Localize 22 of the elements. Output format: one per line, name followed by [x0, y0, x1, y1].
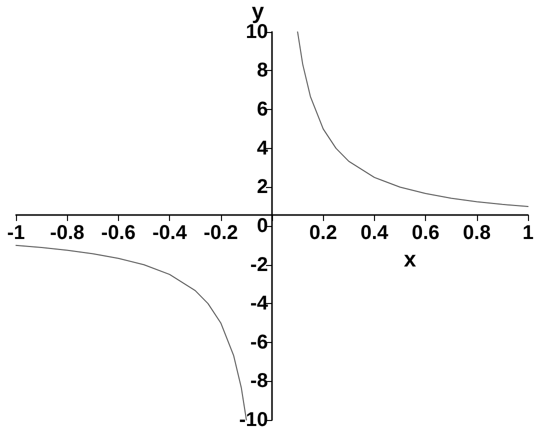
y-tick-label: 6 [256, 98, 268, 121]
y-tick-label: -8 [250, 370, 268, 392]
y-tick-label: -6 [250, 331, 268, 354]
x-tick-label: -0.2 [204, 222, 238, 244]
x-tick-label: -0.6 [101, 222, 136, 244]
y-tick-label: 2 [256, 176, 268, 198]
x-tick-label: 1 [522, 222, 534, 244]
y-tick-label: -2 [250, 254, 268, 276]
x-tick-label: 0.6 [412, 222, 440, 244]
x-tick-label: -1 [7, 222, 25, 244]
x-tick-label: 0.2 [309, 222, 338, 244]
y-tick-label: -4 [250, 292, 269, 315]
x-tick-label: 0.8 [462, 222, 491, 244]
x-tick-label: 0.4 [360, 222, 390, 244]
x-tick-label: -0.4 [152, 222, 188, 244]
x-tick-label: -0.8 [50, 222, 84, 244]
y-tick-label: 8 [256, 60, 268, 82]
y-tick-label: -10 [239, 409, 268, 430]
x-axis-title: x [404, 246, 417, 272]
y-tick-label: 0 [256, 214, 268, 237]
y-tick-label: 4 [256, 137, 269, 160]
line-series [297, 31, 528, 208]
